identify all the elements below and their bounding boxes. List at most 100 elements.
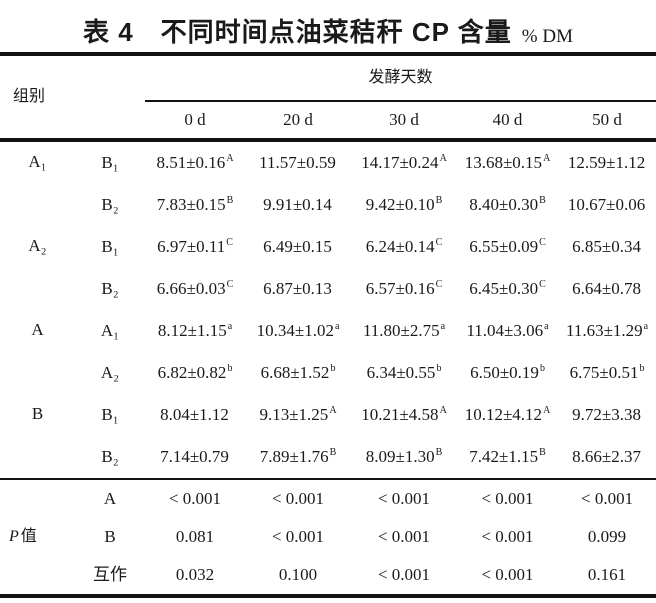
value-text: 14.17±0.24 xyxy=(361,152,439,172)
p-value-cell: < 0.001 xyxy=(457,478,559,518)
value-superscript: a xyxy=(227,321,233,332)
p-value-row: B 0.081 < 0.001 < 0.001 < 0.001 0.099 xyxy=(0,518,656,556)
group-cell: A xyxy=(31,320,44,339)
subgroup-cell: A₂ xyxy=(100,362,120,382)
value-cell: 8.12±1.15a xyxy=(145,310,245,352)
group-cell: A₂ xyxy=(28,236,47,255)
day-header: 20 d xyxy=(245,101,352,142)
value-text: 7.83±0.15 xyxy=(156,194,226,214)
value-cell: 9.72±3.38 xyxy=(558,394,656,436)
value-superscript: C xyxy=(435,237,443,248)
subgroup-cell: B₂ xyxy=(101,194,119,214)
value-superscript: a xyxy=(544,321,549,332)
value-text: 9.91±0.14 xyxy=(263,194,332,214)
value-text: 6.24±0.14 xyxy=(365,236,435,256)
value-text: 8.66±2.37 xyxy=(572,446,641,466)
value-text: 11.80±2.75 xyxy=(362,320,440,340)
day-header: 50 d xyxy=(558,101,656,142)
table-title: 表 4 不同时间点油菜秸秆 CP 含量 xyxy=(83,17,512,47)
value-cell: 6.75±0.51b xyxy=(558,352,656,394)
value-cell: 8.09±1.30B xyxy=(351,436,457,479)
table-row: B₂ 7.83±0.15B 9.91±0.14 9.42±0.10B 8.40±… xyxy=(0,184,656,226)
value-cell: 6.68±1.52b xyxy=(245,352,351,394)
table-row: A₂ B₁ 6.97±0.11C 6.49±0.15 6.24±0.14C 6.… xyxy=(0,226,656,268)
subgroup-cell: B₁ xyxy=(101,236,119,256)
table-row: A₁ B₁ 8.51±0.16A 11.57±0.59 14.17±0.24A … xyxy=(0,140,656,184)
p-value-cell: < 0.001 xyxy=(558,478,656,518)
value-superscript: A xyxy=(543,153,551,164)
value-text: 8.09±1.30 xyxy=(365,446,435,466)
value-cell: 6.55±0.09C xyxy=(457,226,558,268)
value-cell: 6.50±0.19b xyxy=(457,352,558,394)
value-cell: 11.63±1.29a xyxy=(558,310,656,352)
value-text: 9.72±3.38 xyxy=(572,404,641,424)
value-superscript: B xyxy=(435,447,443,458)
p-value-cell: < 0.001 xyxy=(481,564,534,584)
unit-label: % DM xyxy=(521,26,573,48)
value-cell: 11.57±0.59 xyxy=(245,140,351,184)
table-row: B₂ 7.14±0.79 7.89±1.76B 8.09±1.30B 7.42±… xyxy=(0,436,656,479)
value-cell: 10.34±1.02a xyxy=(245,310,351,352)
value-superscript: C xyxy=(226,237,233,248)
value-text: 6.45±0.30 xyxy=(469,278,539,298)
table-row: B₂ 6.66±0.03C 6.87±0.13 6.57±0.16C 6.45±… xyxy=(0,268,656,310)
group-cell: B xyxy=(31,404,44,423)
value-superscript: b xyxy=(227,363,233,374)
value-text: 11.04±3.06 xyxy=(466,320,544,340)
subgroup-cell: B₂ xyxy=(101,278,119,298)
value-superscript: B xyxy=(539,447,546,458)
value-cell: 11.80±2.75a xyxy=(351,310,457,352)
value-text: 10.67±0.06 xyxy=(567,194,646,214)
value-cell: 12.59±1.12 xyxy=(558,140,656,184)
value-superscript: A xyxy=(439,153,447,164)
value-superscript: a xyxy=(643,321,649,332)
value-cell: 6.87±0.13 xyxy=(245,268,351,310)
value-superscript: C xyxy=(539,279,546,290)
value-cell: 6.34±0.55b xyxy=(351,352,457,394)
value-text: 8.40±0.30 xyxy=(469,194,539,214)
value-text: 6.64±0.78 xyxy=(572,278,641,298)
value-text: 13.68±0.15 xyxy=(464,152,543,172)
subgroup-cell: B₁ xyxy=(101,152,119,172)
p-value-cell: < 0.001 xyxy=(377,526,431,546)
p-value-cell: 0.161 xyxy=(587,564,627,584)
value-text: 6.49±0.15 xyxy=(263,236,332,256)
value-cell: 11.04±3.06a xyxy=(457,310,558,352)
value-cell: 6.57±0.16C xyxy=(351,268,457,310)
value-superscript: a xyxy=(440,321,446,332)
value-cell: 10.21±4.58A xyxy=(351,394,457,436)
value-superscript: A xyxy=(439,405,447,416)
p-factor-cell: B xyxy=(104,526,116,546)
value-cell: 6.82±0.82b xyxy=(145,352,245,394)
subgroup-cell: A₁ xyxy=(100,320,120,340)
day-header: 0 d xyxy=(145,101,246,142)
value-text: 6.82±0.82 xyxy=(157,362,227,382)
value-text: 7.42±1.15 xyxy=(469,446,539,466)
day-header: 40 d xyxy=(457,101,559,142)
value-text: 8.12±1.15 xyxy=(157,320,227,340)
header-row: 组别 发酵天数 xyxy=(0,54,656,142)
value-text: 8.51±0.16 xyxy=(156,152,226,172)
value-cell: 6.49±0.15 xyxy=(245,226,351,268)
value-superscript: B xyxy=(539,195,546,206)
value-superscript: B xyxy=(226,195,234,206)
value-text: 8.04±1.12 xyxy=(160,404,229,424)
value-cell: 9.13±1.25A xyxy=(245,394,351,436)
value-cell: 8.40±0.30B xyxy=(457,184,558,226)
value-superscript: A xyxy=(226,153,234,164)
value-text: 7.89±1.76 xyxy=(259,446,329,466)
value-cell: 8.66±2.37 xyxy=(558,436,656,479)
value-cell: 7.14±0.79 xyxy=(145,436,245,479)
table-caption: 表 4 不同时间点油菜秸秆 CP 含量 % DM xyxy=(0,0,656,52)
value-cell: 8.51±0.16A xyxy=(145,140,245,184)
value-cell: 7.83±0.15B xyxy=(145,184,245,226)
data-table: 组别 发酵天数 0 d 20 d 30 d 40 d 50 d A₁ B₁ 8.… xyxy=(0,52,656,598)
p-value-row: 互作 0.032 0.100 < 0.001 < 0.001 0.161 xyxy=(0,556,656,596)
value-cell: 6.45±0.30C xyxy=(457,268,558,310)
value-superscript: a xyxy=(334,321,340,332)
p-value-cell: < 0.001 xyxy=(271,526,325,546)
p-italic: P xyxy=(9,528,19,546)
value-cell: 9.91±0.14 xyxy=(245,184,351,226)
p-cn: 值 xyxy=(20,528,37,546)
value-cell: 14.17±0.24A xyxy=(351,140,457,184)
